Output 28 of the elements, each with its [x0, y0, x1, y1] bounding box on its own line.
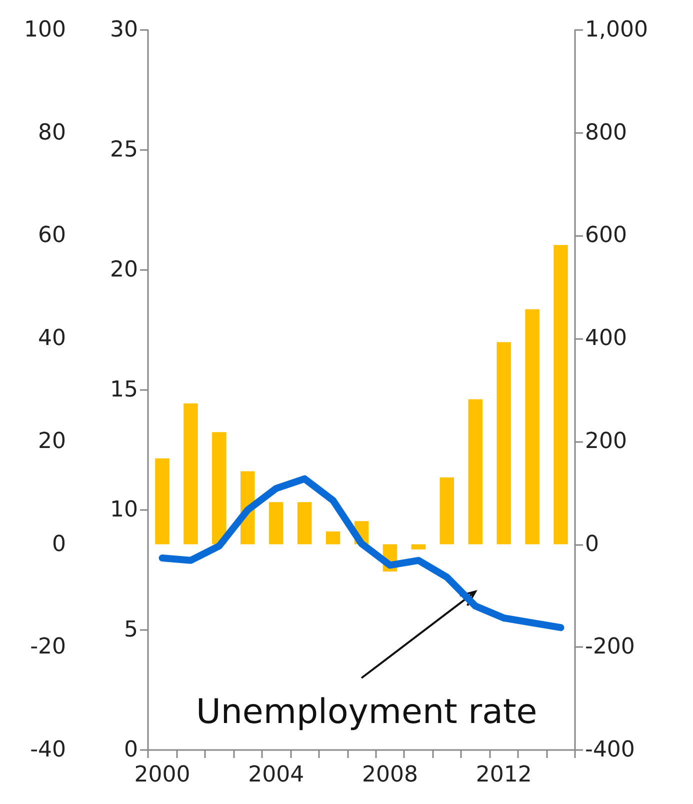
y-tick-label: 20: [110, 258, 138, 282]
y3-tick-label: 80: [38, 120, 66, 146]
y2-tick-label: 600: [585, 223, 627, 248]
y-tick-label: 5: [124, 618, 138, 642]
y3-tick-label: 0: [52, 532, 66, 557]
y3-tick-label: 20: [38, 428, 66, 454]
y-tick-label: 25: [110, 138, 138, 162]
y2-tick-label: -200: [585, 634, 635, 660]
y3-tick-label: 100: [24, 18, 66, 42]
y2-tick-label: 0: [585, 532, 599, 557]
x-tick-label: 2004: [248, 762, 304, 788]
y3-tick-label: -20: [30, 634, 66, 660]
y2-tick-label: 200: [585, 428, 627, 454]
y2-tick-label: 800: [585, 120, 627, 146]
x-tick-label: 2000: [134, 762, 190, 788]
y-tick-label: 10: [110, 498, 138, 522]
y2-tick-label: 1,000: [585, 18, 648, 42]
y-tick-label: 30: [110, 18, 138, 42]
y2-tick-label: 400: [585, 326, 627, 352]
y3-tick-label: 40: [38, 326, 66, 352]
x-tick-label: 2012: [476, 762, 532, 788]
y-tick-label: 15: [110, 378, 138, 402]
y3-tick-label: -40: [30, 738, 66, 762]
y2-tick-label: -400: [585, 738, 635, 762]
y-tick-label: 0: [124, 738, 138, 762]
x-tick-label: 2008: [362, 762, 418, 788]
annotation: Unemployment rate: [196, 692, 538, 732]
y3-tick-label: 60: [38, 223, 66, 248]
